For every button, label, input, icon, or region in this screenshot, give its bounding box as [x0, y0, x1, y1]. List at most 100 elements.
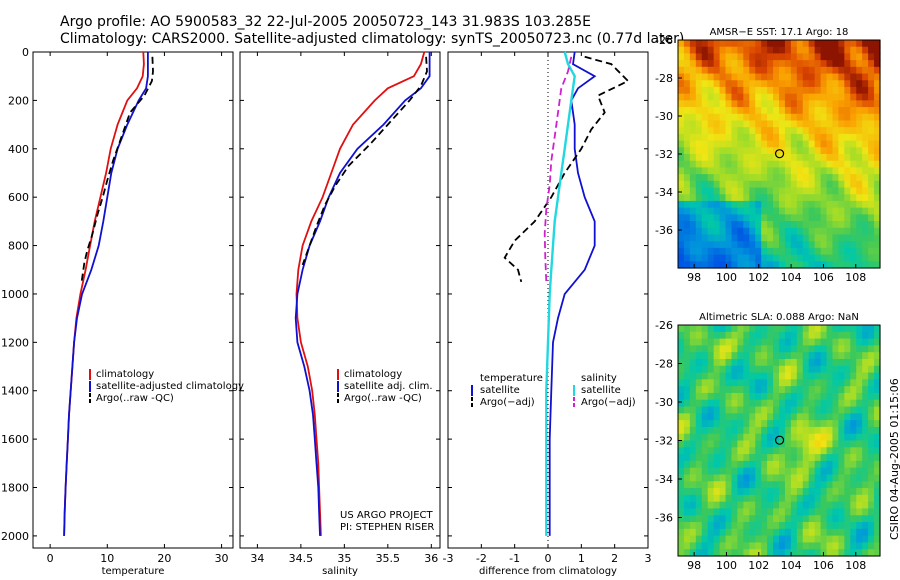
heat-cell [695, 420, 703, 428]
heat-cell [796, 40, 804, 48]
heat-cell [773, 187, 780, 195]
heat-cell [832, 241, 840, 249]
heat-cell [773, 508, 780, 516]
heat-cell [790, 522, 798, 530]
heat-cell [862, 515, 869, 523]
heat-cell [731, 46, 739, 55]
heat-cell [808, 501, 816, 510]
heat-cell [695, 528, 703, 537]
heat-cell [689, 107, 697, 115]
heat-cell [695, 133, 703, 142]
heat-cell [790, 433, 798, 442]
heat-cell [784, 133, 792, 142]
heat-cell [707, 180, 715, 189]
heat-cell [743, 160, 750, 169]
heat-cell [826, 234, 834, 242]
heat-cell [826, 167, 834, 175]
heat-cell [683, 241, 691, 249]
heat-cell [784, 325, 792, 333]
heat-cell [713, 433, 721, 442]
heat-cell [707, 53, 715, 61]
heat-cell [678, 345, 685, 353]
heat-cell [820, 372, 828, 380]
y-tick-label: 1400 [1, 385, 29, 398]
heat-cell [850, 200, 857, 209]
heat-cell [874, 535, 881, 544]
heat-cell [737, 365, 744, 374]
heat-cell [683, 325, 691, 333]
heat-cell [707, 214, 715, 222]
heat-cell [868, 338, 875, 346]
map-title: AMSR−E SST: 17.1 Argo: 18 [710, 27, 849, 38]
heat-cell [713, 365, 721, 374]
heat-cell [761, 528, 768, 537]
heat-cell [868, 93, 875, 101]
heat-cell [790, 542, 798, 550]
legend-label: climatology [344, 369, 402, 380]
heat-cell [802, 535, 810, 544]
heat-cell [868, 467, 875, 476]
heat-cell [820, 86, 828, 95]
heat-cell [874, 261, 881, 269]
heat-cell [868, 254, 875, 262]
heat-cell [802, 174, 810, 182]
heat-cell [773, 522, 780, 530]
heat-cell [731, 508, 739, 516]
heat-cell [749, 358, 756, 367]
heat-cell [737, 167, 744, 175]
heat-cell [755, 358, 762, 367]
heat-cell [862, 460, 869, 469]
heat-cell [678, 549, 685, 557]
heat-cell [862, 120, 869, 128]
heat-cell [790, 194, 798, 202]
heat-cell [755, 338, 762, 346]
heat-cell [761, 325, 768, 333]
heat-cell [701, 234, 709, 242]
heat-cell [808, 474, 816, 482]
heat-cell [731, 241, 739, 249]
heat-cell [689, 365, 697, 374]
heat-cell [820, 399, 828, 408]
x-tick-label: 36 [424, 552, 438, 565]
heat-cell [719, 53, 727, 61]
heat-cell [850, 406, 857, 414]
x-tick-label: 100 [716, 559, 737, 572]
heat-cell [743, 426, 750, 435]
heat-cell [820, 379, 828, 387]
heat-cell [832, 254, 840, 262]
heat-cell [874, 180, 881, 189]
heat-cell [725, 494, 733, 503]
heat-cell [761, 207, 768, 215]
heat-cell [719, 113, 727, 122]
heat-cell [850, 447, 857, 455]
heat-cell [784, 508, 792, 516]
heat-cell [868, 160, 875, 169]
heat-cell [683, 528, 691, 537]
heat-cell [826, 508, 834, 516]
heat-cell [737, 107, 744, 115]
heat-cell [802, 66, 810, 75]
heat-cell [767, 147, 774, 155]
heat-cell [695, 386, 703, 394]
heat-cell [725, 53, 733, 61]
y-tick-label: 1800 [1, 482, 29, 495]
heat-cell [808, 160, 816, 169]
heat-cell [707, 331, 715, 340]
heat-cell [856, 447, 863, 455]
heat-cell [743, 60, 750, 68]
heat-cell [743, 40, 750, 48]
heat-cell [707, 386, 715, 394]
heat-cell [719, 187, 727, 195]
heat-cell [856, 406, 863, 414]
heat-cell [802, 221, 810, 229]
heat-cell [707, 542, 715, 550]
heat-cell [773, 127, 780, 135]
heat-cell [731, 399, 739, 408]
heat-cell [701, 392, 709, 401]
heat-cell [755, 80, 762, 88]
heat-cell [701, 120, 709, 128]
heat-cell [862, 113, 869, 122]
x-tick-label: 106 [813, 271, 834, 284]
heat-cell [790, 127, 798, 135]
heat-cell [868, 358, 875, 367]
